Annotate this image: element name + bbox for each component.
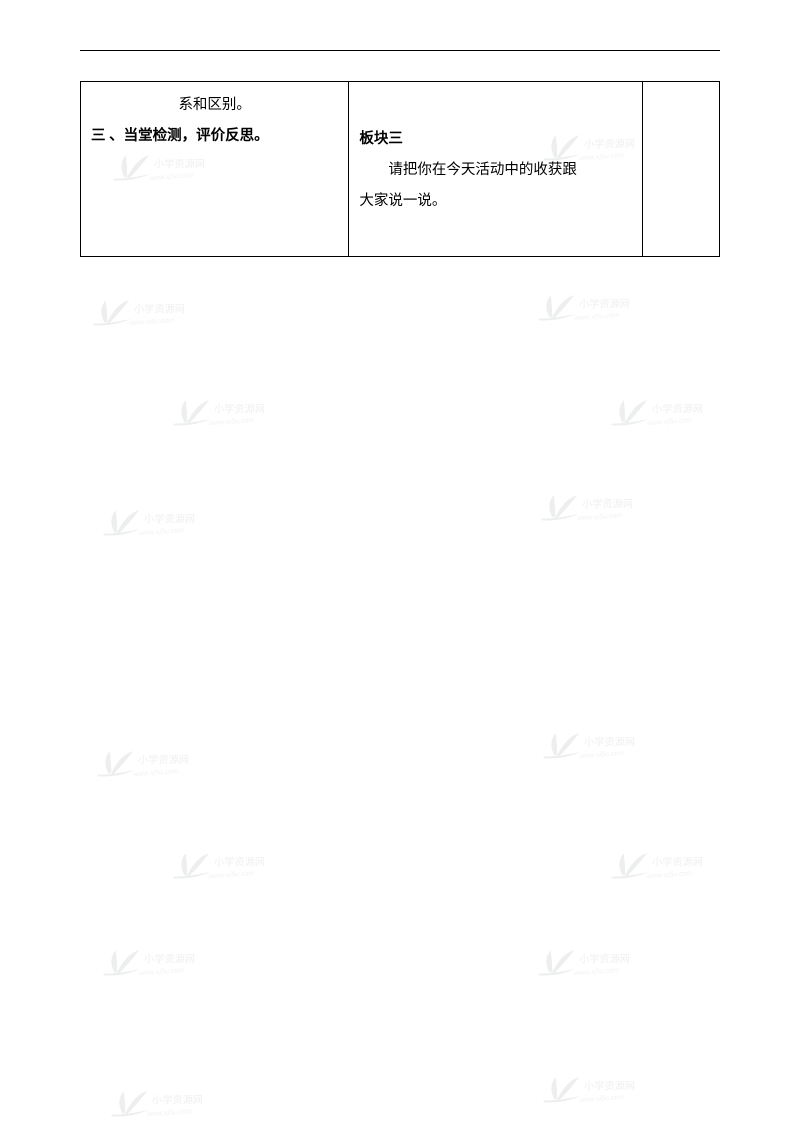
svg-text:www.xj5u.com: www.xj5u.com [147,1108,193,1118]
watermark-icon: 小学资源网 www.xj5u.com [608,848,718,888]
svg-text:小学资源网: 小学资源网 [582,498,633,511]
top-rule [80,50,720,51]
svg-text:www.xj5u.com: www.xj5u.com [579,750,625,760]
table-row: 系和区别。 三 、当堂检测，评价反思。 板块三 请把你在今天活动中的收获跟 大家… [81,82,720,257]
left-line1: 系和区别。 [91,90,338,121]
narrow-cell [643,82,720,257]
svg-text:www.xj5u.com: www.xj5u.com [574,967,620,977]
left-cell: 系和区别。 三 、当堂检测，评价反思。 [81,82,349,257]
watermark-icon: 小学资源网 www.xj5u.com [100,505,210,545]
svg-text:小学资源网: 小学资源网 [144,513,195,526]
svg-text:小学资源网: 小学资源网 [584,736,635,749]
watermark-icon: 小学资源网 www.xj5u.com [540,728,650,768]
left-section-title: 三 、当堂检测，评价反思。 [91,121,338,152]
right-cell: 板块三 请把你在今天活动中的收获跟 大家说一说。 [349,82,643,257]
right-line1: 请把你在今天活动中的收获跟 [359,155,632,186]
watermark-icon: 小学资源网 www.xj5u.com [94,746,204,786]
svg-text:www.xj5u.com: www.xj5u.com [139,527,185,537]
svg-text:www.xj5u.com: www.xj5u.com [647,870,693,880]
svg-text:www.xj5u.com: www.xj5u.com [139,967,185,977]
svg-text:www.xj5u.com: www.xj5u.com [133,768,179,778]
svg-text:小学资源网: 小学资源网 [214,856,265,869]
right-header: 板块三 [359,124,632,155]
content-table: 系和区别。 三 、当堂检测，评价反思。 板块三 请把你在今天活动中的收获跟 大家… [80,81,720,257]
watermark-icon: 小学资源网 www.xj5u.com [170,848,280,888]
svg-text:小学资源网: 小学资源网 [144,953,195,966]
svg-text:www.xj5u.com: www.xj5u.com [209,870,255,880]
watermark-icon: 小学资源网 www.xj5u.com [108,1086,218,1126]
svg-text:小学资源网: 小学资源网 [652,403,703,416]
svg-text:小学资源网: 小学资源网 [138,754,189,767]
svg-text:www.xj5u.com: www.xj5u.com [129,317,175,327]
svg-text:小学资源网: 小学资源网 [584,1080,635,1093]
watermark-icon: 小学资源网 www.xj5u.com [608,395,718,435]
watermark-icon: 小学资源网 www.xj5u.com [540,1072,650,1112]
svg-text:www.xj5u.com: www.xj5u.com [577,512,623,522]
right-line2: 大家说一说。 [359,186,632,217]
watermark-icon: 小学资源网 www.xj5u.com [538,490,648,530]
svg-text:www.xj5u.com: www.xj5u.com [647,417,693,427]
watermark-icon: 小学资源网 www.xj5u.com [170,395,280,435]
watermark-icon: 小学资源网 www.xj5u.com [100,945,210,985]
svg-text:小学资源网: 小学资源网 [214,403,265,416]
svg-text:小学资源网: 小学资源网 [652,856,703,869]
svg-text:www.xj5u.com: www.xj5u.com [209,417,255,427]
svg-text:小学资源网: 小学资源网 [152,1094,203,1107]
svg-text:小学资源网: 小学资源网 [579,953,630,966]
svg-text:www.xj5u.com: www.xj5u.com [579,1094,625,1104]
watermark-icon: 小学资源网 www.xj5u.com [535,945,645,985]
